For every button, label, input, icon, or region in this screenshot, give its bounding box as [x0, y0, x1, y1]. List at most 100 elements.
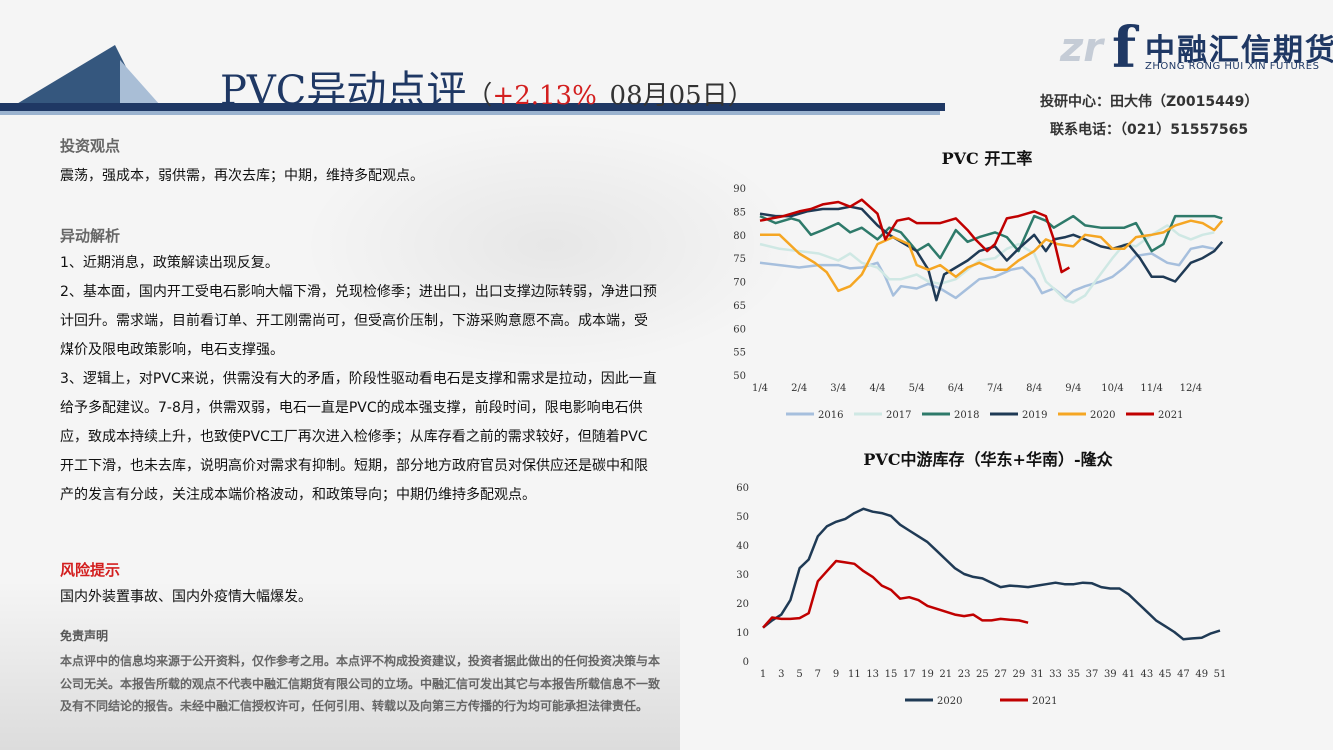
series-line-2016 — [759, 245, 1215, 300]
x-tick-label: 8/4 — [1026, 383, 1042, 394]
x-tick-label: 15 — [885, 669, 898, 680]
legend-label-2021: 2021 — [1032, 696, 1057, 707]
x-tick-label: 5 — [796, 669, 802, 680]
risk-text: 国内外装置事故、国内外疫情大幅爆发。 — [60, 589, 312, 605]
logo-name: 中融汇信期货 — [1145, 33, 1333, 68]
y-tick-label: 75 — [733, 254, 746, 265]
y-tick-label: 80 — [733, 231, 746, 242]
analysis-text: 1、近期消息，政策解读出现反复。 2、基本面，国内开工受电石影响大幅下滑，兑现检… — [60, 249, 660, 510]
analysis-heading: 异动解析 — [60, 227, 121, 245]
risk-heading: 风险提示 — [60, 561, 121, 579]
x-tick-label: 25 — [976, 669, 989, 680]
x-tick-label: 33 — [1049, 669, 1062, 680]
x-tick-label: 7/4 — [987, 383, 1003, 394]
x-tick-label: 29 — [1013, 669, 1026, 680]
x-tick-label: 27 — [994, 669, 1007, 680]
y-tick-label: 70 — [733, 278, 746, 289]
title-paren-open: （ — [466, 81, 493, 111]
chart-title: PVC中游库存（华东+华南）-隆众 — [863, 450, 1113, 469]
analysis-item-3: 3、逻辑上，对PVC来说，供需没有大的矛盾，阶段性驱动看电石是支撑和需求是拉动，… — [60, 371, 657, 503]
legend-label-2017: 2017 — [886, 410, 911, 421]
analysis-item-1: 1、近期消息，政策解读出现反复。 — [60, 255, 279, 271]
phone-info: 联系电话：（021）51557565 — [1050, 122, 1249, 138]
logo-mark: zr — [1060, 25, 1104, 71]
y-tick-label: 50 — [733, 371, 746, 382]
y-tick-label: 30 — [736, 570, 749, 581]
company-logo: zr f 中融汇信期货 ZHONG RONG HUI XIN FUTURES — [1060, 15, 1333, 81]
x-tick-label: 4/4 — [869, 383, 885, 394]
legend-label-2021: 2021 — [1158, 410, 1183, 421]
x-tick-label: 37 — [1086, 669, 1099, 680]
price-change: +2.13% — [492, 81, 597, 111]
title-paren-close: ） — [727, 81, 754, 111]
x-tick-label: 12/4 — [1180, 383, 1202, 394]
x-tick-label: 51 — [1214, 669, 1227, 680]
background-skyline — [0, 580, 680, 750]
x-tick-label: 43 — [1141, 669, 1154, 680]
series-line-2021 — [762, 559, 1029, 629]
disclaimer-text: 本点评中的信息均来源于公开资料，仅作参考之用。本点评不构成投资建议，投资者据此做… — [60, 654, 661, 713]
analyst-info: 投研中心：田大伟（Z0015449） — [1040, 94, 1259, 110]
operating-rate-chart: PVC 开工率 50 55 60 65 70 75 80 85 90 1/4 2/4 3/4 4/4 5/… — [733, 149, 1224, 421]
contact-info: 投研中心：田大伟（Z0015449） 联系电话：（021）51557565 — [1040, 88, 1258, 144]
y-tick-label: 60 — [736, 483, 749, 494]
y-tick-label: 10 — [736, 628, 749, 639]
logo-mark-f: f — [1112, 15, 1137, 81]
y-tick-label: 40 — [736, 541, 749, 552]
x-tick-label: 6/4 — [948, 383, 964, 394]
x-tick-label: 23 — [958, 669, 971, 680]
x-tick-label: 3 — [778, 669, 784, 680]
series-line-2019 — [759, 205, 1224, 302]
x-tick-label: 21 — [939, 669, 952, 680]
x-tick-label: 47 — [1177, 669, 1190, 680]
x-tick-label: 13 — [866, 669, 879, 680]
logo-name-en: ZHONG RONG HUI XIN FUTURES — [1145, 61, 1320, 72]
legend-label-2020: 2020 — [1090, 410, 1115, 421]
analysis-item-2: 2、基本面，国内开工受电石影响大幅下滑，兑现检修季；进出口，出口支撑边际转弱，净… — [60, 284, 657, 358]
series-line-2021 — [759, 198, 1071, 274]
x-tick-label: 39 — [1104, 669, 1117, 680]
view-text: 震荡，强成本，弱供需，再次去库；中期，维持多配观点。 — [60, 168, 424, 184]
x-tick-label: 1 — [760, 669, 766, 680]
legend-label-2020: 2020 — [937, 696, 962, 707]
title-main: PVC异动点评 — [220, 68, 467, 114]
x-tick-label: 49 — [1195, 669, 1208, 680]
x-tick-label: 11 — [848, 669, 861, 680]
x-tick-label: 7 — [815, 669, 821, 680]
series-line-2020 — [760, 219, 1224, 293]
x-tick-label: 2/4 — [791, 383, 807, 394]
series-line-2020 — [762, 507, 1221, 641]
x-tick-label: 11/4 — [1140, 383, 1162, 394]
x-tick-label: 31 — [1031, 669, 1044, 680]
report-date: 08月05日 — [609, 81, 728, 111]
x-tick-label: 45 — [1159, 669, 1172, 680]
x-tick-label: 10/4 — [1101, 383, 1123, 394]
legend-label-2019: 2019 — [1022, 410, 1047, 421]
x-tick-label: 19 — [921, 669, 934, 680]
y-tick-label: 65 — [733, 301, 746, 312]
x-tick-label: 1/4 — [752, 383, 768, 394]
page-title: PVC异动点评（+2.13% 08月05日） — [220, 58, 754, 116]
y-tick-label: 55 — [733, 348, 746, 359]
header-triangle-light — [120, 60, 160, 105]
legend-label-2018: 2018 — [954, 410, 979, 421]
x-tick-label: 17 — [903, 669, 916, 680]
y-tick-label: 85 — [733, 207, 746, 218]
header-bar-accent — [0, 111, 940, 115]
x-tick-label: 41 — [1122, 669, 1135, 680]
y-tick-label: 0 — [743, 657, 749, 668]
chart-title: PVC 开工率 — [942, 149, 1033, 168]
header-bar — [0, 103, 945, 111]
background-map — [300, 120, 800, 370]
series-line-2018 — [759, 214, 1223, 260]
y-tick-label: 20 — [736, 599, 749, 610]
x-tick-label: 9/4 — [1065, 383, 1081, 394]
x-tick-label: 9 — [833, 669, 839, 680]
y-tick-label: 60 — [733, 324, 746, 335]
view-heading: 投资观点 — [60, 137, 121, 155]
legend-label-2016: 2016 — [818, 410, 843, 421]
disclaimer-heading: 免责声明 — [60, 629, 109, 643]
y-tick-label: 90 — [733, 184, 746, 195]
x-tick-label: 35 — [1067, 669, 1080, 680]
